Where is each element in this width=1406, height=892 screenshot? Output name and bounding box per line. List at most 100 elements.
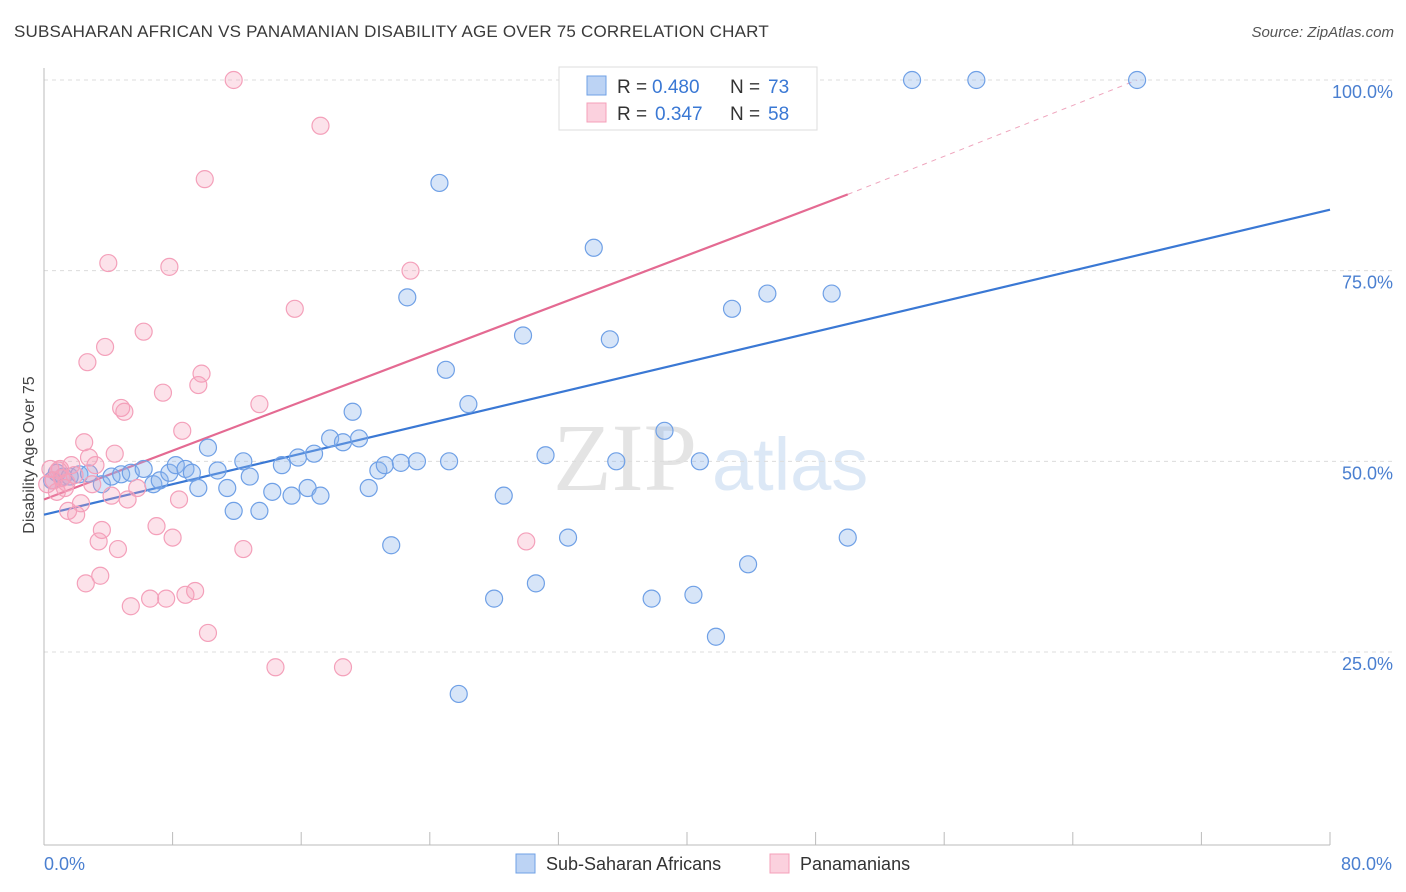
point-subsaharan — [902, 70, 922, 90]
point-subsaharan — [607, 452, 626, 471]
point-panamanian — [234, 539, 253, 559]
point-subsaharan — [189, 478, 208, 498]
point-subsaharan — [738, 555, 758, 574]
point-subsaharan — [359, 478, 378, 498]
point-panamanian — [176, 585, 195, 604]
point-subsaharan — [436, 360, 455, 379]
point-subsaharan — [218, 478, 237, 498]
point-subsaharan — [485, 589, 504, 608]
point-panamanian — [163, 528, 182, 547]
point-panamanian — [173, 421, 192, 440]
bottom-legend-swatch-pink — [769, 853, 790, 874]
point-subsaharan — [304, 444, 324, 463]
point-subsaharan — [439, 452, 459, 471]
point-panamanian — [153, 383, 173, 402]
point-panamanian — [285, 299, 304, 318]
legend-swatch-blue — [586, 75, 607, 96]
legend-n-label-2: N = — [730, 104, 760, 125]
point-panamanian — [266, 658, 285, 677]
point-subsaharan — [311, 486, 330, 505]
point-subsaharan — [690, 452, 709, 471]
correlation-legend: R = 0.480 N = 73 R = 0.347 N = 58 — [558, 66, 818, 131]
point-panamanian — [75, 433, 94, 452]
watermark-atlas: atlas — [712, 423, 868, 506]
point-panamanian — [78, 353, 97, 372]
point-subsaharan — [494, 486, 513, 505]
bottom-legend-label-2: Panamanians — [800, 854, 910, 874]
point-subsaharan — [600, 330, 619, 349]
point-panamanian — [186, 581, 205, 601]
point-panamanian — [134, 322, 153, 341]
point-subsaharan — [706, 627, 726, 646]
point-panamanian — [147, 517, 166, 536]
point-subsaharan — [642, 589, 661, 608]
point-subsaharan — [208, 461, 227, 480]
point-subsaharan — [272, 456, 292, 475]
point-panamanian — [311, 116, 330, 135]
point-panamanian — [91, 566, 110, 585]
point-panamanian — [89, 532, 108, 551]
point-panamanian — [86, 456, 105, 475]
point-panamanian — [198, 623, 218, 643]
point-panamanian — [333, 658, 353, 677]
point-subsaharan — [838, 528, 857, 547]
y-tick-label: 75.0% — [1342, 273, 1393, 293]
legend-r-label-1: R = — [617, 77, 647, 98]
point-subsaharan — [684, 585, 703, 604]
point-subsaharan — [198, 438, 218, 457]
point-subsaharan — [234, 452, 253, 471]
point-subsaharan — [343, 402, 362, 421]
point-subsaharan — [391, 453, 410, 472]
grid-lines — [44, 79, 1392, 653]
point-panamanian — [192, 364, 211, 383]
point-panamanian — [71, 494, 91, 513]
point-panamanian — [83, 475, 102, 494]
point-panamanian — [76, 574, 95, 593]
legend-r-label-2: R = — [617, 104, 647, 125]
point-subsaharan — [134, 459, 153, 479]
chart-source: Source: ZipAtlas.com — [1251, 24, 1394, 41]
point-subsaharan — [558, 528, 578, 547]
point-subsaharan — [349, 429, 369, 448]
point-panamanian — [128, 478, 147, 498]
point-subsaharan — [282, 486, 301, 505]
legend-n-label-1: N = — [730, 77, 760, 98]
point-subsaharan — [150, 471, 169, 490]
point-subsaharan — [250, 501, 269, 521]
point-subsaharan — [430, 173, 449, 193]
y-tick-label: 50.0% — [1342, 463, 1393, 483]
point-subsaharan — [526, 574, 545, 593]
bottom-legend-swatch-blue — [515, 853, 536, 874]
point-panamanian — [224, 70, 243, 90]
point-panamanian — [189, 375, 208, 395]
watermark-zip: ZIP — [553, 404, 697, 511]
trend-line-1 — [43, 208, 1331, 516]
point-subsaharan — [513, 326, 533, 345]
point-subsaharan — [822, 284, 841, 303]
trend-line-2 — [43, 193, 849, 501]
point-subsaharan — [224, 501, 243, 521]
point-subsaharan — [182, 463, 201, 482]
point-subsaharan — [166, 456, 185, 475]
point-subsaharan — [263, 482, 282, 501]
x-tick-label: 80.0% — [1341, 854, 1392, 874]
data-points — [38, 70, 1147, 704]
point-panamanian — [160, 257, 179, 276]
legend-n-value-2: 58 — [768, 104, 789, 125]
point-subsaharan — [967, 70, 986, 90]
point-panamanian — [92, 520, 111, 540]
legend-swatch-pink — [586, 102, 607, 123]
bottom-legend-label-1: Sub-Saharan Africans — [546, 854, 721, 874]
point-subsaharan — [449, 684, 468, 704]
point-subsaharan — [758, 284, 777, 303]
point-panamanian — [67, 505, 86, 524]
point-subsaharan — [584, 238, 603, 257]
tick-labels: 25.0% 50.0% 75.0% 100.0% 0.0% 80.0% — [44, 82, 1393, 874]
point-panamanian — [401, 261, 420, 280]
y-axis-label: Disability Age Over 75 — [21, 376, 38, 534]
point-panamanian — [115, 402, 134, 421]
point-subsaharan — [240, 467, 259, 486]
point-subsaharan — [1127, 70, 1147, 90]
point-subsaharan — [382, 536, 401, 555]
